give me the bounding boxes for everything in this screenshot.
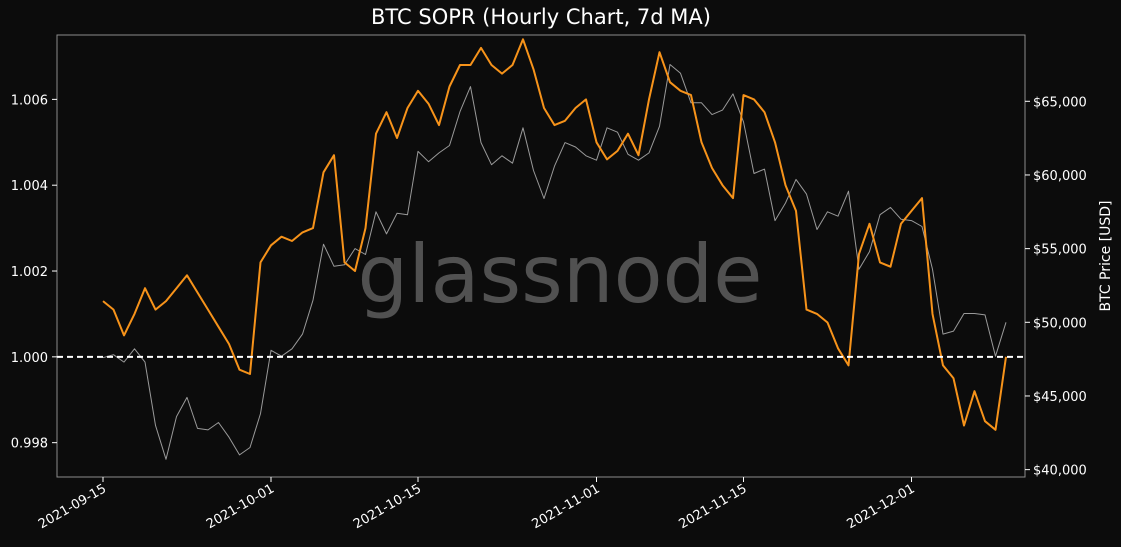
x-tick-label: 2021-10-15 <box>351 481 424 532</box>
x-axis: 2021-09-15 2021-10-01 2021-10-15 2021-11-01… <box>36 477 918 532</box>
left-tick-label: 1.006 <box>11 93 48 108</box>
left-tick-label: 0.998 <box>11 437 48 452</box>
right-tick-label: $55,000 <box>1033 243 1087 258</box>
series-layer <box>102 38 1007 460</box>
right-tick-label: $45,000 <box>1033 390 1087 405</box>
chart-title: BTC SOPR (Hourly Chart, 7d MA) <box>371 5 711 29</box>
left-tick-label: 1.004 <box>11 179 48 194</box>
btc-price-line <box>102 64 1007 460</box>
right-axis: $40,000 $45,000 $50,000 $55,000 $60,000 $65,0… <box>1025 95 1087 479</box>
x-tick-label: 2021-09-15 <box>36 481 109 532</box>
x-tick-label: 2021-12-01 <box>845 481 918 532</box>
left-tick-label: 1.000 <box>11 351 48 366</box>
left-axis: 0.998 1.000 1.002 1.004 1.006 <box>11 93 57 452</box>
x-tick-label: 2021-10-01 <box>204 481 277 532</box>
right-axis-label: BTC Price [USD] <box>1098 200 1114 311</box>
watermark: glassnode <box>357 228 762 321</box>
right-tick-label: $65,000 <box>1033 95 1087 110</box>
x-tick-label: 2021-11-15 <box>677 481 750 532</box>
x-tick-label: 2021-11-01 <box>530 481 603 532</box>
right-tick-label: $60,000 <box>1033 169 1087 184</box>
right-tick-label: $50,000 <box>1033 316 1087 331</box>
plot-area <box>56 34 1026 478</box>
left-tick-label: 1.002 <box>11 265 48 280</box>
right-tick-label: $40,000 <box>1033 464 1087 479</box>
sopr-line <box>102 38 1007 431</box>
